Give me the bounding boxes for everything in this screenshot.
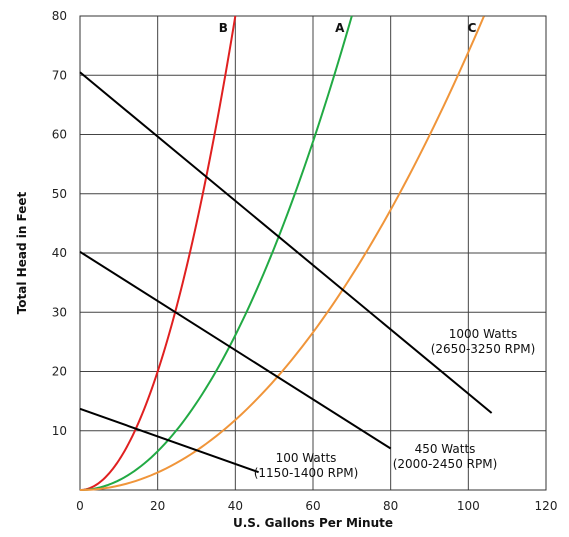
curve-a [79,15,353,491]
pump-label: 1000 Watts [449,327,517,341]
curve-label-c: C [468,21,477,35]
curve-label-b: B [219,21,228,35]
y-axis-title: Total Head in Feet [15,191,29,314]
pump-label: 450 Watts [415,442,476,456]
x-tick-label: 60 [305,499,320,513]
y-tick-label: 40 [52,246,67,260]
x-tick-label: 0 [76,499,84,513]
y-tick-label: 50 [52,187,67,201]
pump-label: 100 Watts [276,451,337,465]
x-tick-label: 80 [383,499,398,513]
x-tick-label: 100 [457,499,480,513]
y-tick-label: 20 [52,365,67,379]
pump-rpm-label: (1150-1400 RPM) [254,466,359,480]
y-tick-label: 60 [52,128,67,142]
curve-label-a: A [335,21,345,35]
x-tick-label: 40 [228,499,243,513]
pump-rpm-label: (2650-3250 RPM) [431,342,536,356]
curve-b [79,15,237,491]
pump-rpm-label: (2000-2450 RPM) [393,457,498,471]
plot-frame [79,15,547,491]
x-axis-title: U.S. Gallons Per Minute [233,516,393,530]
pump-line [79,407,259,474]
pump-line [79,250,392,450]
curve-c [79,16,485,491]
y-tick-label: 80 [52,9,67,23]
pump-line [79,71,493,414]
y-tick-label: 70 [52,68,67,82]
y-tick-label: 30 [52,305,67,319]
x-tick-label: 120 [535,499,558,513]
x-tick-label: 20 [150,499,165,513]
y-tick-label: 10 [52,424,67,438]
